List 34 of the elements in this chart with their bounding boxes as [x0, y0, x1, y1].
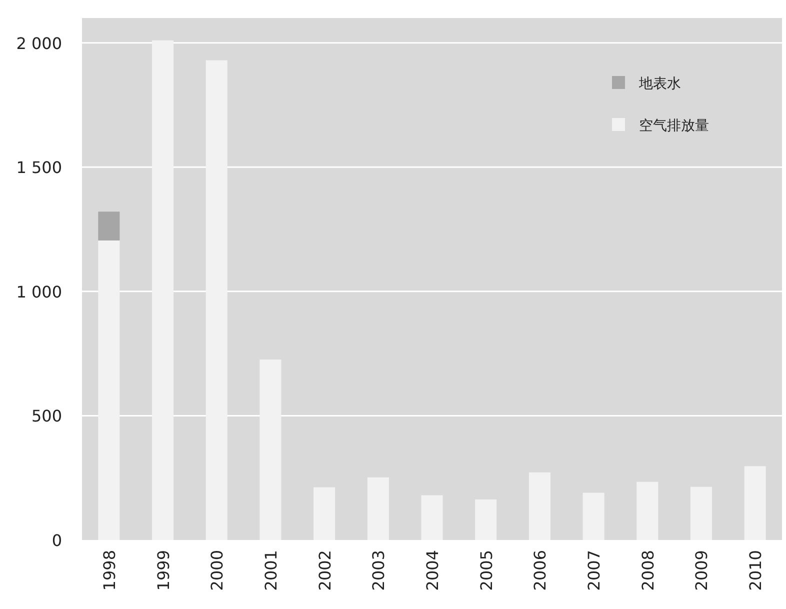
x-tick-label: 2000 [208, 550, 227, 591]
x-tick-label: 1999 [154, 550, 173, 591]
bar [690, 486, 712, 540]
bar [260, 360, 282, 540]
bar [152, 40, 174, 540]
x-tick-label: 2008 [638, 550, 658, 591]
legend-label: 空气排放量 [639, 118, 709, 134]
x-tick-label: 2006 [530, 550, 550, 591]
y-tick-label: 0 [52, 531, 62, 550]
bar [636, 482, 658, 540]
bar [98, 240, 120, 540]
x-tick-label: 2004 [423, 550, 442, 591]
legend-label: 地表水 [638, 76, 681, 92]
bar [206, 60, 228, 540]
y-tick-label: 1 000 [16, 282, 62, 302]
bar [98, 212, 120, 240]
bar [528, 472, 550, 540]
y-tick-label: 2 000 [16, 34, 62, 53]
y-tick-label: 500 [31, 406, 62, 426]
bar [582, 492, 604, 540]
y-tick-label: 1 500 [16, 158, 62, 178]
x-tick-label: 2005 [476, 550, 496, 591]
bar [314, 487, 336, 540]
x-tick-label: 2001 [261, 550, 280, 591]
bar [475, 499, 497, 540]
x-tick-label: 1998 [100, 550, 119, 591]
bar [367, 477, 389, 540]
x-tick-label: 2009 [692, 550, 712, 591]
bar [744, 466, 766, 540]
bar [421, 495, 443, 540]
x-tick-label: 2007 [584, 550, 604, 591]
x-tick-label: 2003 [369, 550, 388, 591]
x-tick-label: 2010 [746, 550, 766, 591]
x-tick-label: 2002 [315, 550, 334, 591]
